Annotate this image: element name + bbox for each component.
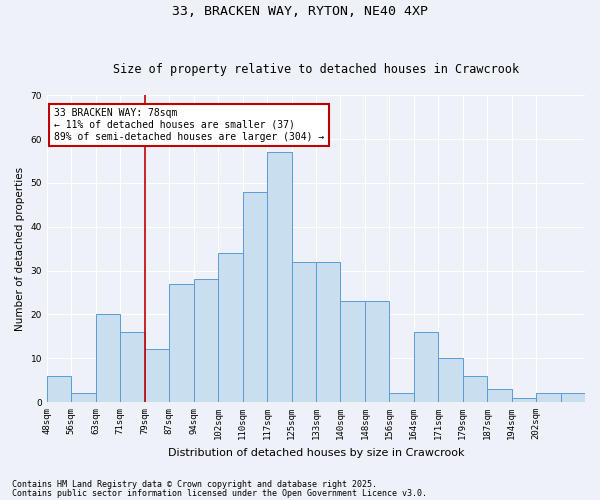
Bar [120, 332, 145, 402]
Bar [169, 284, 194, 402]
Bar [389, 394, 414, 402]
Bar [536, 394, 560, 402]
Bar [71, 394, 96, 402]
Bar [47, 376, 71, 402]
Bar [194, 280, 218, 402]
Bar [438, 358, 463, 402]
Bar [145, 350, 169, 402]
Bar [463, 376, 487, 402]
Bar [414, 332, 438, 402]
Bar [292, 262, 316, 402]
Bar [316, 262, 340, 402]
Title: Size of property relative to detached houses in Crawcrook: Size of property relative to detached ho… [113, 63, 519, 76]
Bar [267, 152, 292, 402]
Bar [218, 253, 242, 402]
Bar [560, 394, 585, 402]
Bar [96, 314, 120, 402]
Bar [487, 389, 512, 402]
Y-axis label: Number of detached properties: Number of detached properties [15, 166, 25, 330]
Text: Contains HM Land Registry data © Crown copyright and database right 2025.: Contains HM Land Registry data © Crown c… [12, 480, 377, 489]
Bar [242, 192, 267, 402]
Bar [340, 301, 365, 402]
Bar [365, 301, 389, 402]
Text: 33 BRACKEN WAY: 78sqm
← 11% of detached houses are smaller (37)
89% of semi-deta: 33 BRACKEN WAY: 78sqm ← 11% of detached … [54, 108, 325, 142]
Bar [512, 398, 536, 402]
Text: 33, BRACKEN WAY, RYTON, NE40 4XP: 33, BRACKEN WAY, RYTON, NE40 4XP [172, 5, 428, 18]
X-axis label: Distribution of detached houses by size in Crawcrook: Distribution of detached houses by size … [168, 448, 464, 458]
Text: Contains public sector information licensed under the Open Government Licence v3: Contains public sector information licen… [12, 489, 427, 498]
